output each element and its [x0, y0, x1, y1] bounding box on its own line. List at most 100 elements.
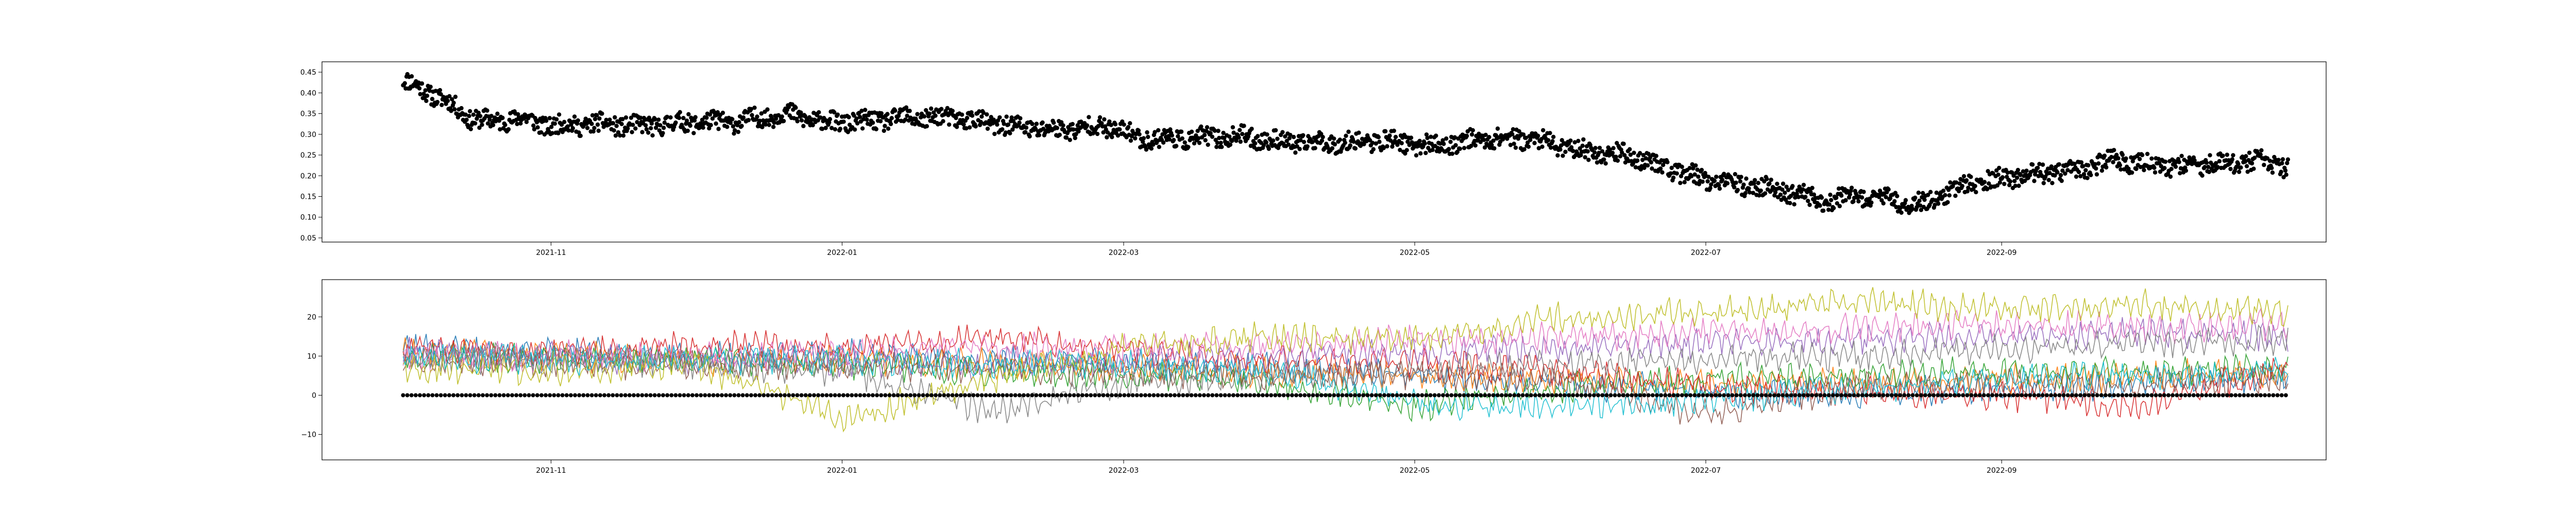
- scatter-point: [596, 128, 601, 133]
- scatter-point: [2117, 163, 2123, 167]
- series-marker: [1256, 393, 1261, 398]
- scatter-point: [524, 119, 529, 124]
- series-marker: [1348, 393, 1353, 398]
- scatter-point: [476, 110, 481, 115]
- scatter-point: [1917, 198, 1922, 203]
- scatter-point: [569, 122, 573, 127]
- scatter-point: [820, 127, 825, 131]
- scatter-point: [1919, 208, 1924, 212]
- series-marker: [1407, 393, 1412, 398]
- scatter-point: [2269, 166, 2274, 170]
- series-marker: [1080, 393, 1084, 398]
- series-marker: [2158, 393, 2162, 398]
- scatter-point: [731, 124, 736, 129]
- scatter-point: [1208, 131, 1213, 135]
- scatter-point: [485, 121, 490, 126]
- scatter-point: [1255, 134, 1260, 139]
- scatter-point: [1632, 150, 1636, 155]
- scatter-point: [1464, 133, 1469, 139]
- series-marker: [1680, 393, 1684, 398]
- scatter-point: [2016, 183, 2021, 188]
- scatter-point: [1128, 121, 1132, 126]
- scatter-point: [417, 86, 422, 91]
- series-marker: [1449, 393, 1454, 398]
- series-marker: [2208, 393, 2213, 398]
- series-marker: [455, 393, 460, 398]
- scatter-point: [1602, 157, 1606, 162]
- x-tick-label: 2022-05: [1400, 467, 1430, 475]
- series-marker: [787, 393, 791, 398]
- scatter-point: [1571, 149, 1575, 153]
- x-tick-label: 2022-01: [827, 249, 857, 257]
- scatter-point: [2041, 181, 2046, 185]
- series-marker: [770, 393, 774, 398]
- scatter-point: [771, 125, 776, 129]
- x-tick-label: 2022-07: [1691, 249, 1721, 257]
- series-marker: [434, 393, 439, 398]
- scatter-point: [1073, 135, 1077, 141]
- scatter-point: [1767, 181, 1772, 186]
- scatter-point: [1526, 144, 1531, 149]
- scatter-point: [750, 113, 754, 117]
- scatter-point: [1682, 180, 1687, 184]
- scatter-point: [1287, 136, 1292, 141]
- series-line: [402, 344, 2289, 421]
- scatter-point: [1424, 132, 1429, 137]
- series-marker: [644, 393, 649, 398]
- series-marker: [2149, 393, 2154, 398]
- scatter-point: [861, 117, 866, 122]
- scatter-point: [893, 108, 897, 113]
- series-marker: [501, 393, 506, 398]
- series-marker: [1114, 393, 1118, 398]
- series-marker: [1889, 393, 1894, 398]
- series-marker: [1399, 393, 1403, 398]
- scatter-point: [2152, 165, 2157, 170]
- series-marker: [2028, 393, 2032, 398]
- y-tick-label: 0.45: [300, 68, 316, 77]
- scatter-point: [2007, 183, 2012, 187]
- series-marker: [1785, 393, 1789, 398]
- series-marker: [481, 393, 485, 398]
- scatter-point: [1969, 175, 1973, 179]
- scatter-point: [1568, 138, 1573, 143]
- scatter-point: [614, 124, 619, 128]
- series-marker: [1952, 393, 1957, 398]
- scatter-point: [1826, 208, 1831, 212]
- scatter-point: [2221, 153, 2225, 158]
- scatter-point: [2252, 156, 2257, 160]
- scatter-point: [829, 126, 834, 130]
- series-marker: [942, 393, 946, 398]
- scatter-point: [2059, 178, 2064, 183]
- scatter-point: [1521, 132, 1526, 137]
- scatter-point: [578, 133, 583, 138]
- series-marker: [527, 393, 531, 398]
- x-tick-label: 2022-03: [1109, 467, 1139, 475]
- series-marker: [1105, 393, 1110, 398]
- scatter-point: [2258, 152, 2263, 157]
- scatter-point: [633, 126, 638, 131]
- series-marker: [1600, 393, 1605, 398]
- scatter-point: [1762, 191, 1768, 196]
- scatter-point: [478, 114, 483, 118]
- scatter-point: [1018, 116, 1023, 121]
- scatter-point: [1699, 167, 1704, 173]
- scatter-point: [685, 128, 690, 133]
- series-marker: [694, 393, 699, 398]
- scatter-point: [1371, 147, 1376, 152]
- series-marker: [1503, 393, 1508, 398]
- scatter-point: [452, 107, 457, 112]
- series-marker: [1126, 393, 1131, 398]
- series-marker: [963, 393, 968, 398]
- scatter-point: [1107, 119, 1112, 124]
- series-marker: [460, 393, 464, 398]
- scatter-point: [1076, 129, 1081, 134]
- scatter-point: [421, 92, 426, 96]
- scatter-point: [1055, 126, 1060, 130]
- series-marker: [954, 393, 959, 398]
- scatter-point: [1954, 180, 1959, 185]
- scatter-point: [1377, 140, 1382, 144]
- scatter-point: [1851, 199, 1856, 204]
- scatter-point: [1387, 133, 1392, 138]
- scatter-point: [933, 113, 938, 118]
- series-marker: [791, 393, 795, 398]
